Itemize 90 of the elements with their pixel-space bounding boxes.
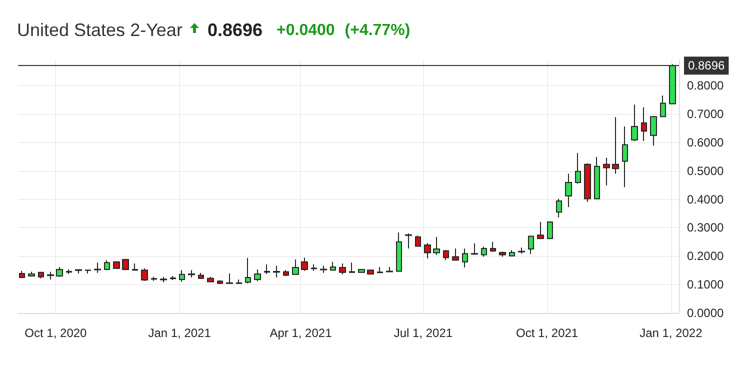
- candlestick: [75, 269, 82, 274]
- candlestick: [443, 250, 449, 261]
- chart-title: United States 2-Year: [17, 20, 182, 41]
- candlestick: [424, 242, 431, 259]
- candlestick: [264, 264, 270, 275]
- candlestick: [179, 270, 185, 282]
- candlestick: [358, 268, 365, 274]
- candlestick: [612, 116, 619, 174]
- candlestick: [66, 269, 72, 275]
- candlestick: [499, 251, 506, 258]
- candlestick: [38, 272, 44, 279]
- candlestick: [584, 162, 591, 202]
- candlestick: [47, 271, 54, 280]
- x-tick-label: Oct 1, 2020: [24, 326, 88, 340]
- candlestick: [283, 270, 289, 277]
- candlestick: [377, 266, 383, 274]
- candlestick: [85, 269, 91, 274]
- candlestick: [56, 266, 63, 278]
- candlestick: [122, 258, 129, 271]
- candlestick: [188, 270, 195, 278]
- x-tick-label: Oct 1, 2021: [516, 326, 578, 340]
- candlestick: [28, 271, 35, 278]
- candlestick: [141, 268, 148, 282]
- candlestick: [349, 262, 355, 274]
- candlestick: [462, 248, 468, 268]
- y-tick-label: 0.2000: [687, 249, 724, 264]
- candlestick: [631, 104, 638, 142]
- candlestick: [132, 263, 138, 271]
- y-tick-label: 0.6000: [687, 135, 724, 150]
- candlestick: [386, 266, 393, 273]
- candlestick: [556, 198, 562, 218]
- candlestick: [170, 276, 176, 281]
- candlestick: [660, 95, 666, 118]
- candlestick: [622, 126, 628, 188]
- candlestick: [565, 173, 572, 208]
- candlestick: [471, 242, 478, 256]
- candlestick: [254, 269, 261, 282]
- candlestick: [94, 262, 101, 274]
- candlestick: [481, 246, 487, 258]
- text: 0.8696: [207, 20, 262, 41]
- candlestick: [245, 257, 251, 284]
- candlestick: [537, 222, 544, 240]
- candlestick: [217, 280, 223, 285]
- candlestick: [415, 235, 421, 248]
- y-tick-label: 0.3000: [687, 220, 724, 235]
- candlestick: [104, 260, 110, 271]
- y-tick-label: 0.1000: [687, 278, 724, 292]
- x-tick-label: Apr 1, 2021: [270, 326, 332, 340]
- candlestick: [113, 260, 120, 270]
- y-tick-label: 0.8000: [687, 78, 724, 93]
- candlestick: [433, 236, 440, 256]
- candlestick: [367, 269, 374, 276]
- candlestick: [650, 116, 657, 146]
- candlestick: [226, 272, 233, 284]
- candlestick: [603, 157, 610, 186]
- candlestick: [151, 276, 157, 282]
- candlestick: [273, 265, 280, 278]
- candlestick: [236, 278, 242, 284]
- y-tick-label: 0.5000: [687, 164, 724, 178]
- candlestick: [311, 264, 317, 272]
- y-tick-label: 0.7000: [687, 107, 724, 122]
- x-tick-label: Jan 1, 2022: [640, 326, 703, 340]
- candlestick: [396, 232, 402, 272]
- candlestick: [320, 265, 327, 274]
- ref-line-label: 0.8696: [688, 58, 726, 73]
- candlestick: [207, 276, 214, 283]
- candlestick: [575, 152, 581, 184]
- candlestick: [669, 64, 676, 105]
- x-tick-label: Jan 1, 2021: [148, 326, 212, 340]
- candlestick: [594, 156, 600, 200]
- candlestick: [405, 232, 412, 249]
- candlestick: [339, 263, 346, 275]
- candlestick: [301, 257, 308, 272]
- candlestick: [452, 248, 459, 262]
- candlestick: [292, 259, 299, 276]
- y-tick-label: 0.0000: [687, 306, 724, 320]
- text: (+4.77%): [344, 22, 410, 40]
- candlestick: [641, 106, 647, 142]
- candlestick: [547, 220, 553, 240]
- candlestick: [198, 272, 204, 280]
- candlestick: [490, 241, 496, 252]
- candlestick: [518, 247, 525, 254]
- x-tick-label: Jul 1, 2021: [394, 326, 453, 340]
- candlestick: [160, 276, 167, 283]
- candlestick: [509, 250, 515, 257]
- y-tick-label: 0.4000: [687, 192, 724, 206]
- text: +0.0400: [276, 22, 335, 40]
- candlestick: [528, 235, 534, 255]
- candlestick: [19, 270, 25, 278]
- candlestick: [330, 261, 336, 271]
